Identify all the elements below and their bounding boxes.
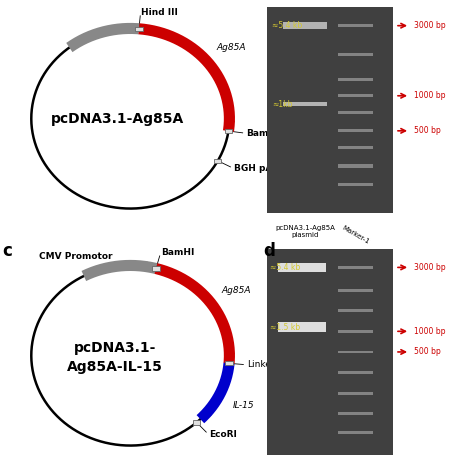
FancyBboxPatch shape	[337, 78, 373, 81]
Text: BamHI: BamHI	[246, 129, 280, 138]
Text: Ag85A: Ag85A	[222, 286, 251, 295]
FancyBboxPatch shape	[278, 263, 326, 272]
Text: pcDNA3.1-Ag85A: pcDNA3.1-Ag85A	[51, 111, 184, 126]
FancyBboxPatch shape	[337, 110, 373, 114]
FancyBboxPatch shape	[337, 183, 373, 186]
Text: c: c	[3, 242, 12, 260]
FancyBboxPatch shape	[337, 371, 373, 374]
FancyBboxPatch shape	[136, 27, 143, 31]
Text: Marker-1: Marker-1	[340, 225, 370, 246]
FancyBboxPatch shape	[283, 22, 327, 29]
Text: pcDNA3.1-Ag85A
plasmid: pcDNA3.1-Ag85A plasmid	[275, 225, 335, 238]
FancyBboxPatch shape	[337, 146, 373, 149]
FancyBboxPatch shape	[337, 94, 373, 98]
Text: Ag85A-IL-15: Ag85A-IL-15	[67, 360, 163, 374]
FancyBboxPatch shape	[267, 249, 393, 455]
FancyBboxPatch shape	[225, 129, 232, 133]
FancyBboxPatch shape	[337, 392, 373, 394]
Text: 3000 bp: 3000 bp	[414, 21, 446, 30]
FancyBboxPatch shape	[337, 53, 373, 56]
Text: ≈5.4 kb: ≈5.4 kb	[272, 21, 302, 30]
FancyBboxPatch shape	[337, 266, 373, 269]
FancyBboxPatch shape	[337, 24, 373, 27]
FancyBboxPatch shape	[226, 361, 233, 365]
FancyBboxPatch shape	[337, 351, 373, 354]
Text: d: d	[263, 242, 275, 260]
FancyBboxPatch shape	[214, 159, 221, 163]
Text: Ag85A: Ag85A	[217, 44, 246, 53]
FancyBboxPatch shape	[278, 322, 326, 332]
Text: 1000 bp: 1000 bp	[414, 91, 446, 100]
FancyBboxPatch shape	[337, 129, 373, 133]
FancyBboxPatch shape	[337, 310, 373, 312]
Text: 500 bp: 500 bp	[414, 347, 441, 356]
Text: 3000 bp: 3000 bp	[414, 263, 446, 272]
Text: ≈5.4 kb: ≈5.4 kb	[270, 263, 300, 272]
FancyBboxPatch shape	[283, 102, 327, 106]
FancyBboxPatch shape	[337, 431, 373, 434]
Text: BamHI: BamHI	[161, 248, 194, 257]
Text: ≈1.5 kb: ≈1.5 kb	[270, 323, 300, 332]
Text: pcDNA3.1-: pcDNA3.1-	[73, 341, 156, 356]
Text: Linker: Linker	[247, 360, 275, 369]
Text: ≈1kb: ≈1kb	[272, 100, 292, 109]
Text: CMV Promotor: CMV Promotor	[38, 252, 112, 261]
FancyBboxPatch shape	[337, 289, 373, 292]
Text: 500 bp: 500 bp	[414, 127, 441, 135]
Text: Hind III: Hind III	[141, 8, 177, 17]
FancyBboxPatch shape	[337, 164, 373, 167]
Text: IL-15: IL-15	[233, 401, 255, 410]
Text: 1000 bp: 1000 bp	[414, 327, 446, 336]
Text: BGH pA: BGH pA	[234, 164, 272, 173]
FancyBboxPatch shape	[152, 266, 160, 271]
Text: EcoRI: EcoRI	[209, 430, 237, 439]
FancyBboxPatch shape	[193, 420, 201, 425]
FancyBboxPatch shape	[337, 412, 373, 415]
FancyBboxPatch shape	[337, 330, 373, 333]
FancyBboxPatch shape	[267, 7, 393, 213]
